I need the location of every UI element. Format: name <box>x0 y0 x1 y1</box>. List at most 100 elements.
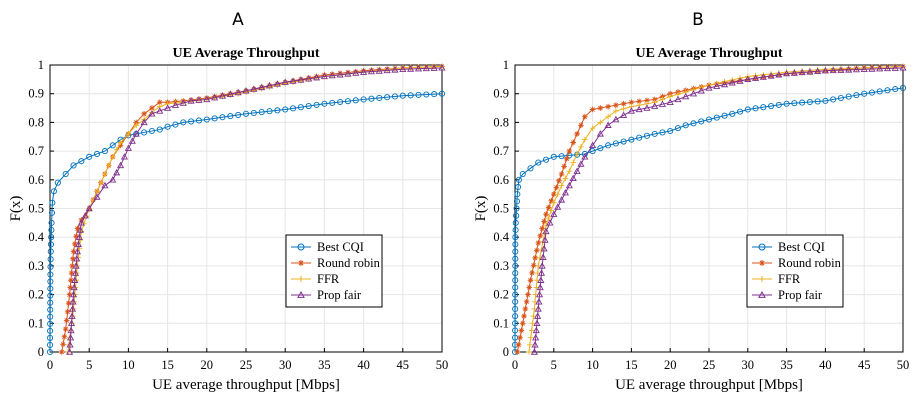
data-point <box>551 199 557 206</box>
data-point <box>589 125 596 131</box>
data-point <box>759 73 767 80</box>
legend: Best CQI Round robin FFR Prop fair <box>285 234 383 308</box>
chart-title: UE Average Throughput <box>635 46 782 61</box>
legend-marker <box>758 290 766 298</box>
data-point <box>562 175 569 182</box>
data-point <box>70 283 78 291</box>
data-point <box>258 83 266 91</box>
legend-label: Round robin <box>778 256 842 270</box>
data-point <box>535 159 542 166</box>
data-point <box>852 65 861 73</box>
series-round-robin <box>58 63 445 355</box>
data-point <box>830 96 837 103</box>
series-prop-fair <box>66 64 446 355</box>
data-point <box>113 168 121 176</box>
data-point <box>518 327 525 334</box>
data-point <box>344 98 351 105</box>
data-point <box>573 167 581 174</box>
data-point <box>822 97 829 104</box>
data-point <box>659 93 666 100</box>
data-point <box>791 100 798 107</box>
data-point <box>705 84 713 91</box>
data-point <box>399 92 406 99</box>
data-point <box>149 105 155 111</box>
data-point <box>736 108 744 115</box>
data-point <box>273 80 281 87</box>
data-point <box>344 70 352 77</box>
data-point <box>289 77 297 84</box>
data-point <box>219 114 226 121</box>
data-point <box>674 125 682 132</box>
data-point <box>73 233 79 240</box>
x-tick-label: 15 <box>161 358 174 372</box>
data-point <box>535 298 543 305</box>
data-point <box>117 142 124 149</box>
data-point <box>868 89 876 96</box>
data-point <box>728 79 736 86</box>
data-point <box>537 276 545 283</box>
data-point <box>76 226 84 233</box>
x-tick-label: 40 <box>357 358 370 372</box>
data-point <box>620 105 627 112</box>
data-point <box>47 306 54 313</box>
legend-label: Prop fair <box>778 288 823 302</box>
data-point <box>86 153 93 160</box>
data-point <box>721 112 728 119</box>
data-point <box>106 162 112 169</box>
data-point <box>67 319 76 326</box>
data-point <box>195 117 203 124</box>
y-tick-label: 0.8 <box>28 115 44 129</box>
legend-entry: Best CQI <box>752 240 825 254</box>
data-point <box>539 225 545 232</box>
data-point <box>352 97 359 104</box>
data-point <box>512 241 519 248</box>
x-tick-label: 50 <box>897 358 910 372</box>
data-point <box>305 75 313 82</box>
data-point <box>164 123 171 130</box>
legend-entry: Prop fair <box>291 288 362 302</box>
y-tick-label: 0.1 <box>28 316 44 330</box>
data-point <box>537 269 546 276</box>
data-point <box>512 298 519 305</box>
x-tick-label: 30 <box>742 358 755 372</box>
series-line <box>61 65 443 353</box>
data-point <box>783 69 791 77</box>
data-point <box>556 177 562 184</box>
data-point <box>550 210 558 217</box>
data-point <box>636 98 642 105</box>
axes-box <box>514 64 904 353</box>
data-point <box>70 162 77 169</box>
data-point <box>883 64 892 72</box>
data-point <box>81 221 87 227</box>
data-point <box>156 99 163 106</box>
data-point <box>545 215 552 221</box>
data-point <box>68 305 77 312</box>
data-point <box>414 65 423 72</box>
data-point <box>604 121 612 128</box>
data-point <box>667 127 674 135</box>
data-point <box>876 65 884 72</box>
panel-letter: A <box>232 10 244 30</box>
data-point <box>570 139 576 146</box>
data-point <box>512 313 519 320</box>
data-point <box>415 91 422 98</box>
x-axis-label: UE average throughput [Mbps] <box>615 377 803 393</box>
data-point <box>515 183 522 191</box>
data-point <box>513 205 520 212</box>
data-point <box>321 100 328 107</box>
data-point <box>643 104 651 111</box>
data-point <box>578 143 584 150</box>
data-point <box>605 113 611 120</box>
data-point <box>71 269 80 276</box>
data-point <box>74 240 82 248</box>
data-point <box>536 290 544 298</box>
data-point <box>47 278 54 285</box>
data-point <box>582 113 588 120</box>
data-point <box>164 104 172 111</box>
data-point <box>63 317 70 324</box>
data-point <box>658 100 667 107</box>
data-point <box>605 142 612 149</box>
data-point <box>305 102 312 110</box>
data-point <box>250 85 258 92</box>
data-point <box>860 65 868 72</box>
